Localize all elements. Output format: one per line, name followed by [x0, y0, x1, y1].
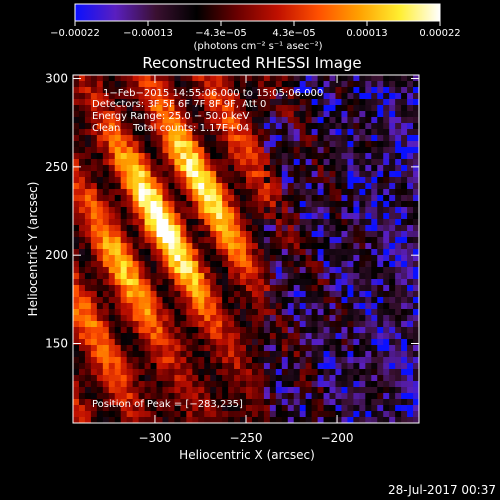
annotation-block: 1−Feb−2015 14:55:06.000 to 15:05:06.000 … — [92, 88, 323, 134]
annotation-time: 1−Feb−2015 14:55:06.000 to 15:05:06.000 — [103, 88, 323, 99]
colorbar-unit-label: (photons cm⁻² s⁻¹ asec⁻²) — [193, 41, 322, 52]
colorbar-tick-label: 0.00022 — [419, 28, 460, 39]
y-tick-label: 300 — [45, 72, 68, 86]
annotation-energy: Energy Range: 25.0 − 50.0 keV — [92, 111, 249, 122]
x-tick-label: −250 — [230, 431, 263, 445]
y-tick-label: 200 — [45, 248, 68, 262]
y-tick-label: 250 — [45, 160, 68, 174]
heatmap — [73, 75, 419, 423]
peak-position-label: Position of Peak = [−283,235] — [92, 399, 243, 410]
colorbar-tick-label: −0.00013 — [123, 28, 173, 39]
footer-timestamp: 28-Jul-2017 00:37 — [388, 483, 496, 497]
x-tick-label: −200 — [321, 431, 354, 445]
annotation-counts: Clean Total counts: 1.17E+04 — [92, 123, 249, 134]
x-axis-label: Heliocentric X (arcsec) — [179, 448, 315, 462]
chart-title: Reconstructed RHESSI Image — [142, 54, 361, 72]
annotation-detectors: Detectors: 3F 5F 6F 7F 8F 9F, Att 0 — [92, 99, 266, 110]
colorbar — [74, 3, 441, 22]
colorbar-tick-label: 4.3e−05 — [272, 28, 315, 39]
x-tick-label: −300 — [138, 431, 171, 445]
colorbar-tick-label: −4.3e−05 — [195, 28, 247, 39]
y-tick-label: 150 — [45, 337, 68, 351]
y-axis-label: Heliocentric Y (arcsec) — [26, 182, 40, 317]
colorbar-tick-label: −0.00022 — [50, 28, 100, 39]
colorbar-ticks: −0.00022 −0.00013 −4.3e−05 4.3e−05 0.00013 0.… — [50, 21, 461, 39]
x-axis: −300 −250 −200 — [138, 75, 354, 445]
colorbar-tick-label: 0.00013 — [346, 28, 387, 39]
y-axis: 150 200 250 300 — [45, 72, 419, 351]
